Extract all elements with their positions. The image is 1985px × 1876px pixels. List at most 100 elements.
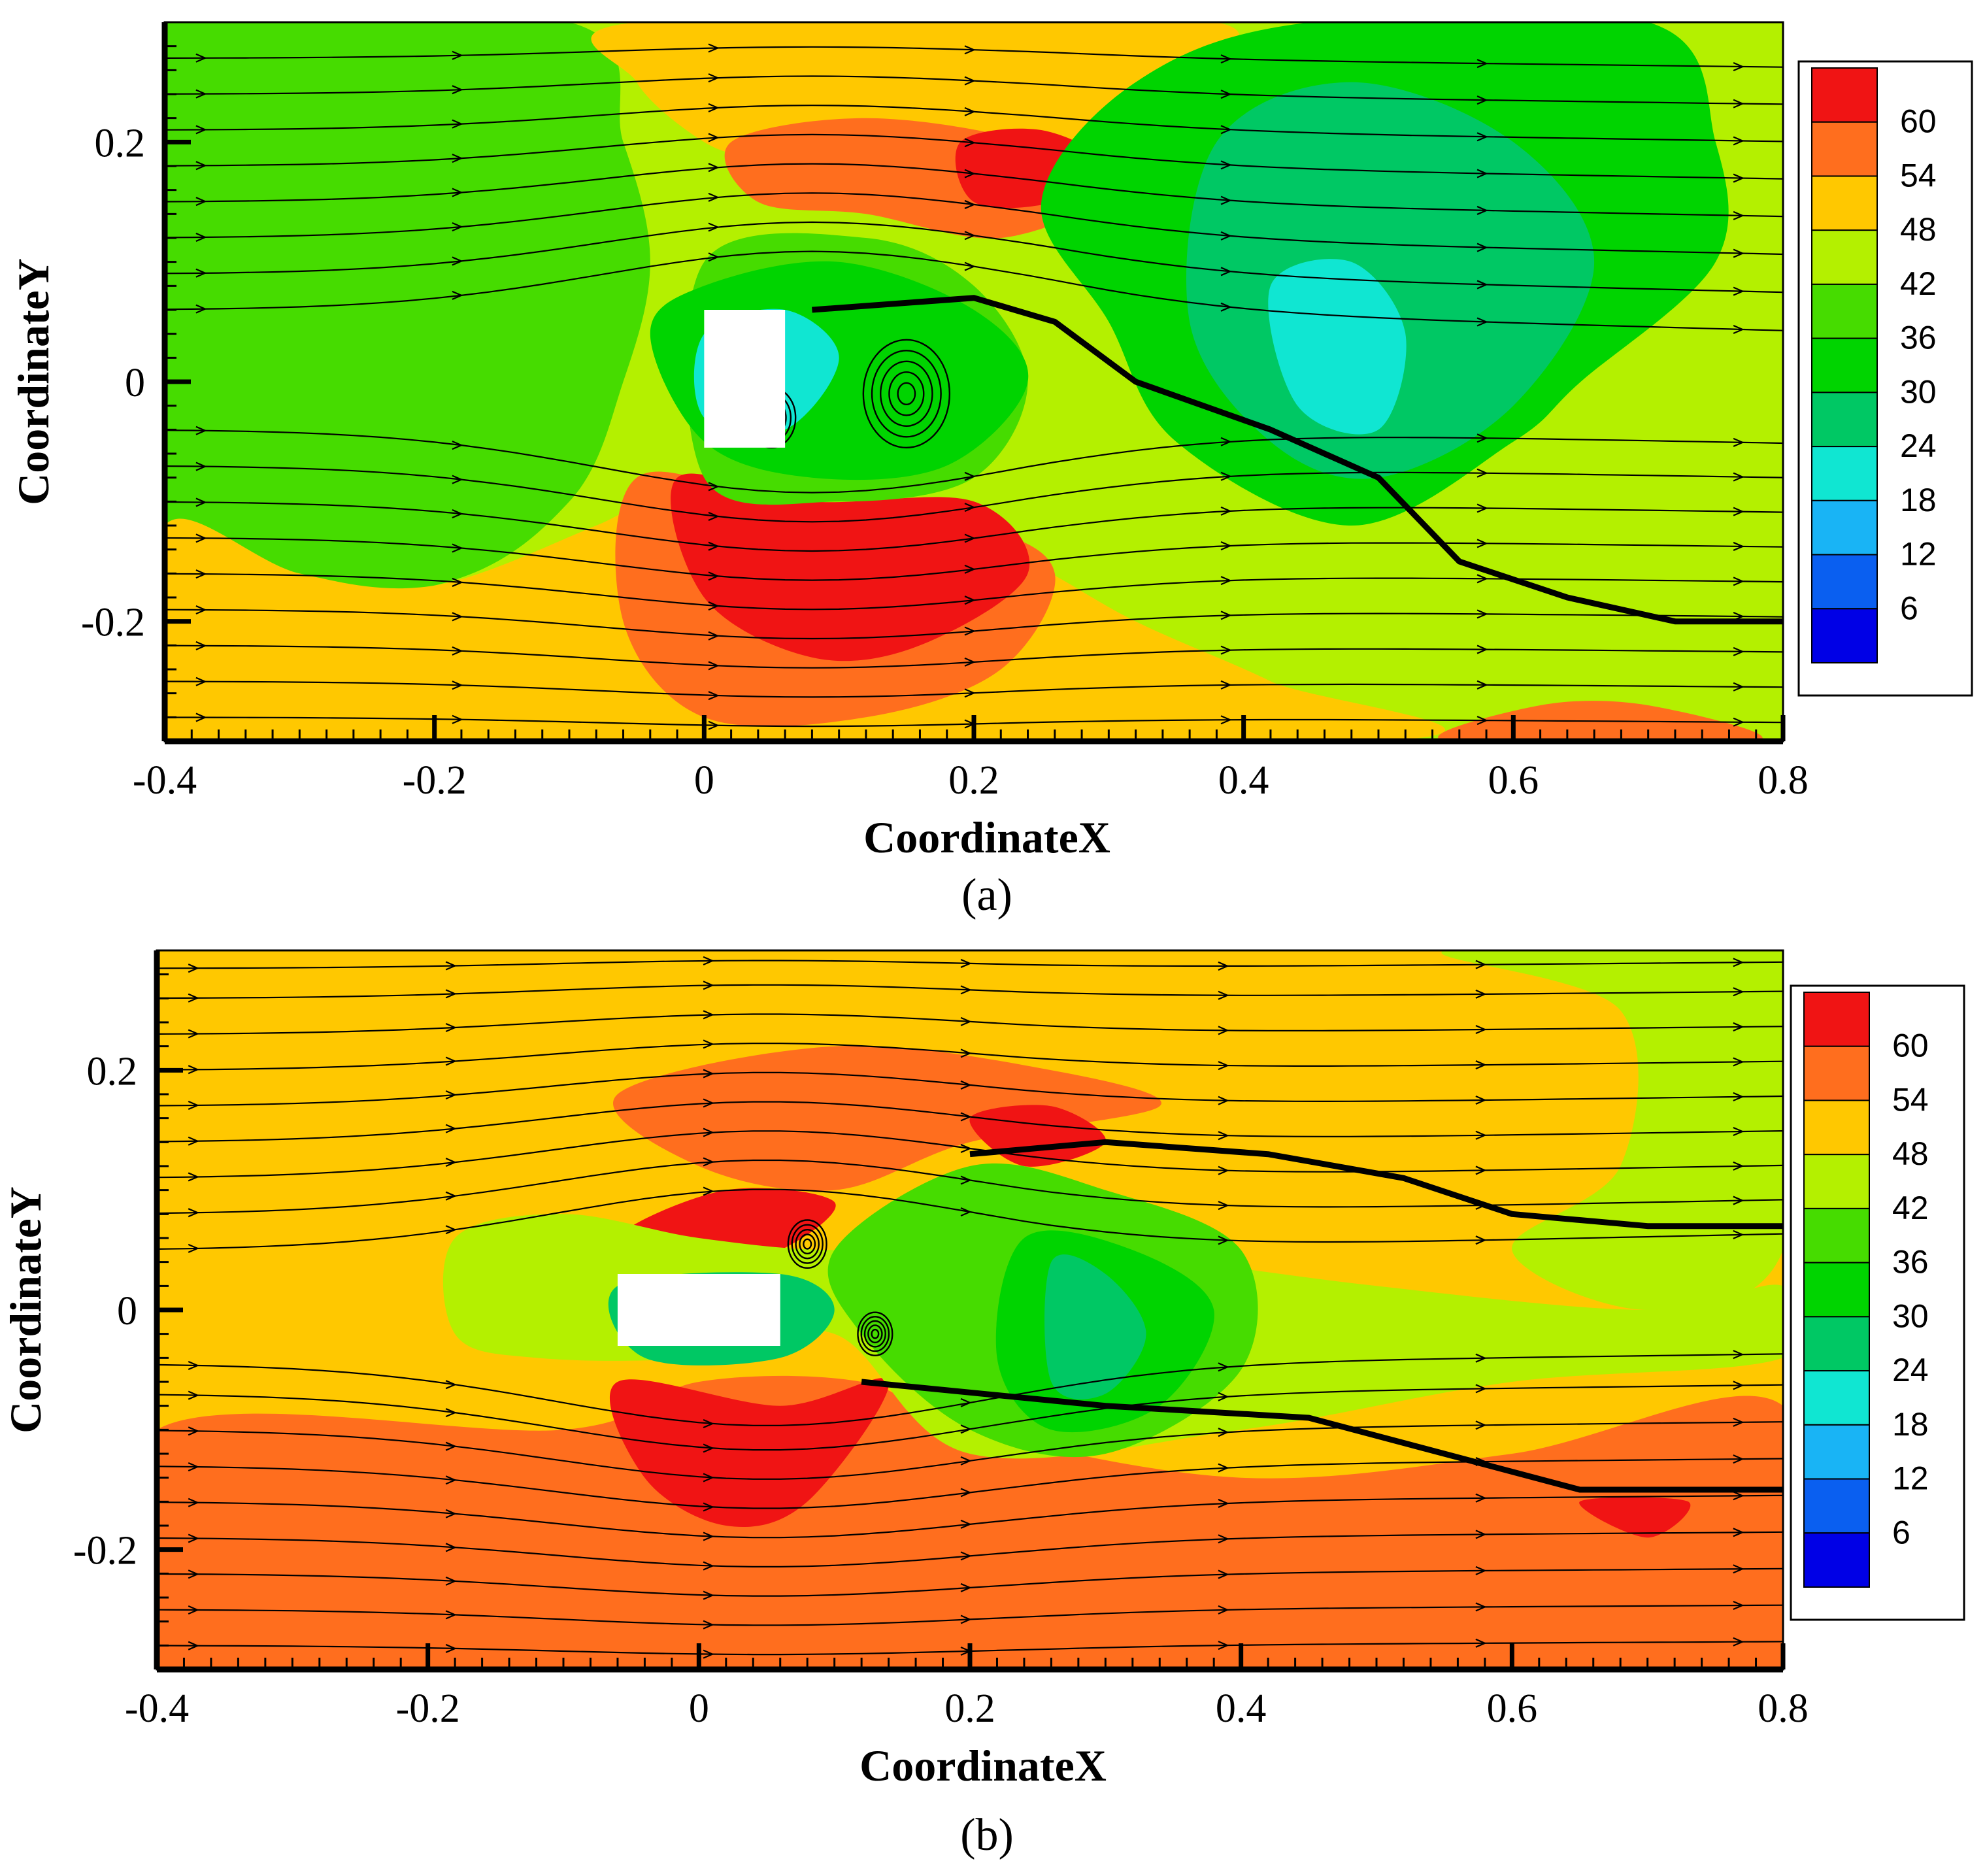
vortex-ring: [795, 1228, 820, 1260]
streamline-arrow: [1733, 1454, 1744, 1464]
streamline-arrow: [1733, 1057, 1744, 1067]
contour-region: [157, 1375, 1783, 1669]
streamline-arrow: [188, 1462, 199, 1472]
legend-swatch: [1811, 283, 1878, 339]
streamline-arrow: [703, 1128, 714, 1137]
streamline-arrow: [964, 564, 976, 574]
streamline-arrow: [1220, 302, 1232, 312]
streamline-arrow: [445, 1509, 457, 1518]
y-tick-label: 0: [125, 361, 145, 405]
streamline-arrow: [1220, 506, 1232, 516]
streamline-arrow: [1475, 1235, 1487, 1245]
streamline-arrow: [1220, 645, 1232, 655]
vortex-ring: [863, 1320, 886, 1348]
streamline-arrow: [1475, 1602, 1487, 1612]
y-axis-label: CoordinateY: [8, 258, 58, 505]
streamline-arrow: [1733, 472, 1744, 482]
streamline-arrow: [960, 1615, 972, 1624]
streamline-arrow: [452, 475, 463, 484]
streamline-arrow: [1218, 1235, 1229, 1245]
streamline-arrow: [188, 1641, 199, 1650]
streamline-arrow: [708, 631, 720, 641]
streamline-arrow: [1733, 717, 1744, 727]
streamline-arrow: [708, 541, 720, 551]
legend-label: 36: [1900, 320, 1937, 356]
streamline-arrow: [708, 601, 720, 611]
streamline-arrow: [1476, 716, 1488, 726]
vortex-ring: [862, 339, 951, 449]
streamline-arrow: [188, 1605, 199, 1615]
streamline-arrow: [1475, 1095, 1487, 1105]
streamline-arrow: [1733, 987, 1744, 997]
streamline-arrow: [964, 45, 976, 55]
contour-region: [1268, 259, 1407, 435]
streamline-arrow: [703, 1561, 714, 1571]
streamline-arrow: [452, 543, 463, 553]
streamline-arrow: [703, 1443, 714, 1453]
vortex-ring: [880, 360, 933, 427]
streamline-arrow: [1220, 541, 1232, 550]
legend-label: 60: [1892, 1028, 1929, 1064]
streamline-arrow: [195, 677, 207, 686]
streamline-arrow: [188, 993, 199, 1003]
legend-label: 42: [1900, 265, 1937, 302]
streamline-arrow: [964, 657, 976, 667]
streamline-arrow: [445, 1124, 457, 1133]
colorbar-legend: 60 54 48 42 36 30 24 18 12 6: [1797, 60, 1973, 697]
streamline-arrow: [1733, 437, 1744, 447]
streamline-arrow: [188, 1029, 199, 1039]
streamline-arrow: [1218, 1165, 1229, 1175]
streamline-arrow: [960, 985, 972, 995]
obstacle-body: [704, 310, 786, 448]
streamline-arrow: [195, 605, 207, 615]
streamline-arrow: [964, 533, 976, 543]
contour-region: [165, 22, 650, 640]
streamline-arrow: [1733, 61, 1744, 71]
streamline-arrow: [1733, 1601, 1744, 1611]
streamline-arrow: [1218, 1605, 1229, 1615]
streamline-arrow: [960, 1143, 972, 1153]
legend-label: 18: [1892, 1406, 1929, 1443]
streamline-arrow: [708, 43, 720, 53]
vortex-ring: [799, 1233, 816, 1255]
streamline-arrow: [1220, 160, 1232, 170]
streamline-arrow: [1476, 609, 1488, 619]
streamline-arrow: [964, 76, 976, 86]
legend-swatch: [1811, 175, 1878, 231]
streamline-arrow: [1476, 503, 1488, 513]
streamline-arrow: [452, 441, 463, 450]
streamline-arrow: [452, 50, 463, 60]
streamline-arrow: [708, 103, 720, 112]
streamline-arrow: [1733, 210, 1744, 220]
contour-field: [157, 950, 1783, 1669]
streamline-arrow: [1475, 1024, 1487, 1035]
x-axis-label: CoordinateX: [859, 1741, 1107, 1790]
legend-label: 48: [1892, 1135, 1929, 1172]
legend-label: 54: [1892, 1081, 1929, 1118]
panel-caption: (b): [960, 1810, 1014, 1860]
streamline-arrow: [188, 1390, 199, 1400]
streamline-arrow: [188, 1208, 199, 1218]
legend-swatch: [1803, 1316, 1870, 1372]
streamline-arrow: [708, 720, 720, 730]
streamline-arrow: [703, 1473, 714, 1482]
streamline-arrow: [964, 107, 976, 116]
colorbar-legend: 60 54 48 42 36 30 24 18 12 6: [1790, 984, 1965, 1621]
streamline-arrow: [703, 1039, 714, 1049]
streamline-arrow: [445, 1543, 457, 1552]
streamline-arrow: [1733, 1491, 1744, 1501]
streamline-arrow: [188, 1569, 199, 1579]
x-tick-label: -0.4: [133, 758, 197, 803]
streamline-arrow: [445, 1643, 457, 1653]
streamline-arrow: [452, 222, 463, 232]
streamline-arrow: [1475, 1493, 1487, 1503]
streamline-arrow: [1475, 960, 1487, 969]
streamline-arrow: [452, 188, 463, 197]
streamline-arrow: [1218, 1096, 1229, 1105]
streamline-arrow: [1220, 437, 1232, 446]
streamline-arrow: [703, 1590, 714, 1600]
legend-swatch: [1803, 992, 1870, 1047]
legend-label: 18: [1900, 482, 1937, 518]
streamline-arrow: [445, 1610, 457, 1620]
streamline-arrow: [195, 641, 207, 650]
